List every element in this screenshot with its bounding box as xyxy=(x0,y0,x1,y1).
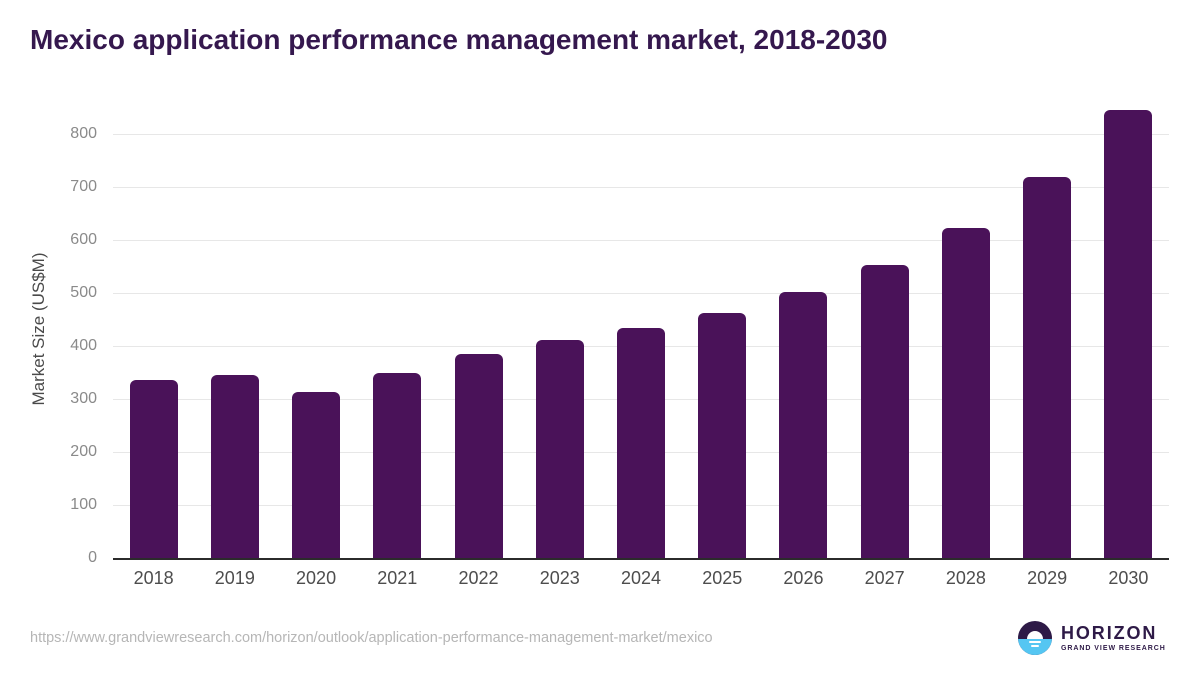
x-tick-label-2026: 2026 xyxy=(783,568,824,588)
x-tick-label-2025: 2025 xyxy=(702,568,743,588)
y-tick-label-600: 600 xyxy=(70,230,97,248)
bar-2018 xyxy=(129,380,178,558)
bar-2022 xyxy=(454,353,503,558)
bar-2026 xyxy=(779,291,828,558)
y-axis-label: Market Size (US$M) xyxy=(29,252,48,406)
x-tick-label-2029: 2029 xyxy=(1027,568,1068,588)
x-tick-label-2028: 2028 xyxy=(945,568,986,588)
x-tick-label-2020: 2020 xyxy=(296,568,337,588)
y-tick-label-200: 200 xyxy=(70,442,97,460)
horizon-sun-icon xyxy=(1018,621,1052,655)
x-axis-line xyxy=(113,558,1169,560)
y-tick-label-100: 100 xyxy=(70,495,97,513)
bar-2028 xyxy=(941,227,990,558)
x-tick-label-2021: 2021 xyxy=(377,568,418,588)
logo-subtitle: GRAND VIEW RESEARCH xyxy=(1061,645,1166,652)
bar-2029 xyxy=(1023,177,1072,558)
gridline-800 xyxy=(113,133,1169,135)
logo-sea-shape xyxy=(1018,639,1052,655)
logo-reflection-line xyxy=(1029,641,1041,643)
logo-sun-shape xyxy=(1027,631,1043,639)
x-tick-label-2022: 2022 xyxy=(458,568,499,588)
logo-text-block: HORIZON GRAND VIEW RESEARCH xyxy=(1061,624,1166,652)
gridline-600 xyxy=(113,239,1169,241)
gridline-700 xyxy=(113,186,1169,188)
y-tick-label-300: 300 xyxy=(70,389,97,407)
logo-title: HORIZON xyxy=(1061,623,1158,643)
chart-title: Mexico application performance managemen… xyxy=(30,24,888,55)
x-tick-label-2018: 2018 xyxy=(133,568,174,588)
x-tick-label-2023: 2023 xyxy=(539,568,580,588)
bar-2019 xyxy=(210,374,259,558)
bar-2023 xyxy=(535,339,584,558)
logo-reflection-line xyxy=(1031,645,1039,647)
horizon-logo: HORIZON GRAND VIEW RESEARCH xyxy=(1018,621,1166,655)
x-tick-label-2030: 2030 xyxy=(1108,568,1149,588)
y-tick-label-0: 0 xyxy=(88,549,97,566)
x-tick-label-2027: 2027 xyxy=(864,568,905,588)
y-tick-label-700: 700 xyxy=(70,177,97,195)
bar-2021 xyxy=(373,373,422,558)
plot-area xyxy=(113,100,1169,560)
bar-2027 xyxy=(860,264,909,558)
bar-2024 xyxy=(617,327,665,558)
y-tick-label-800: 800 xyxy=(70,124,97,142)
bar-2025 xyxy=(698,313,747,558)
gridline-500 xyxy=(113,292,1169,294)
y-tick-label-400: 400 xyxy=(70,336,97,354)
source-url[interactable]: https://www.grandviewresearch.com/horizo… xyxy=(30,630,713,646)
bar-2030 xyxy=(1104,110,1153,558)
x-tick-label-2024: 2024 xyxy=(620,568,661,588)
y-tick-label-500: 500 xyxy=(70,283,97,301)
x-tick-label-2019: 2019 xyxy=(214,568,255,588)
bar-2020 xyxy=(292,392,341,558)
